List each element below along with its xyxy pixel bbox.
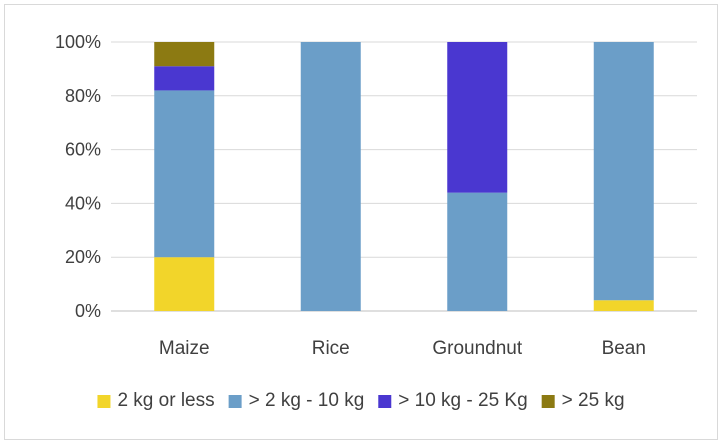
legend: 2 kg or less > 2 kg - 10 kg > 10 kg - 25 K… bbox=[97, 390, 624, 411]
bar-segment bbox=[154, 90, 214, 257]
x-tick-label: Groundnut bbox=[432, 338, 523, 359]
legend-label: 2 kg or less bbox=[117, 390, 214, 411]
legend-item: 2 kg or less bbox=[97, 390, 214, 411]
chart-frame: 0% 20% 40% 60% 80% 100% Maize Rice Groundnut Bea… bbox=[4, 4, 718, 440]
bar-segment bbox=[301, 42, 361, 311]
x-tick-label: Maize bbox=[159, 338, 210, 359]
bar-segment bbox=[594, 42, 654, 300]
y-tick-label: 60% bbox=[65, 140, 101, 160]
bars bbox=[154, 42, 654, 311]
legend-item: > 2 kg - 10 kg bbox=[229, 390, 365, 411]
bar-segment bbox=[154, 66, 214, 90]
bar-segment bbox=[154, 257, 214, 311]
legend-swatch bbox=[378, 395, 391, 408]
stacked-bar-chart: 0% 20% 40% 60% 80% 100% Maize Rice Groundnut Bea… bbox=[5, 5, 717, 439]
y-tick-label: 80% bbox=[65, 86, 101, 106]
legend-swatch bbox=[97, 395, 110, 408]
legend-label: > 25 kg bbox=[562, 390, 625, 411]
legend-item: > 25 kg bbox=[542, 390, 625, 411]
legend-swatch bbox=[542, 395, 555, 408]
y-axis: 0% 20% 40% 60% 80% 100% bbox=[55, 32, 101, 321]
y-tick-label: 40% bbox=[65, 193, 101, 213]
x-tick-label: Bean bbox=[602, 338, 646, 359]
y-tick-label: 100% bbox=[55, 32, 101, 52]
y-tick-label: 0% bbox=[75, 301, 101, 321]
x-tick-label: Rice bbox=[312, 338, 350, 359]
legend-label: > 2 kg - 10 kg bbox=[249, 390, 365, 411]
x-axis: Maize Rice Groundnut Bean bbox=[159, 338, 646, 359]
bar-segment bbox=[447, 42, 507, 193]
legend-label: > 10 kg - 25 Kg bbox=[398, 390, 527, 411]
legend-swatch bbox=[229, 395, 242, 408]
legend-item: > 10 kg - 25 Kg bbox=[378, 390, 527, 411]
bar-segment bbox=[594, 300, 654, 311]
y-tick-label: 20% bbox=[65, 247, 101, 267]
bar-segment bbox=[447, 193, 507, 311]
bar-segment bbox=[154, 42, 214, 66]
